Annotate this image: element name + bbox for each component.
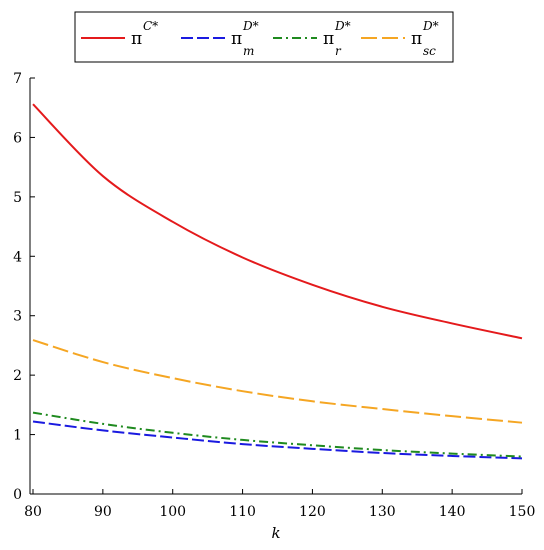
legend-symbol: π [323, 29, 334, 49]
series-line-3 [32, 339, 523, 424]
x-tick-label: 130 [369, 504, 396, 520]
y-tick-label: 7 [13, 71, 22, 87]
legend-item: πD* r [273, 19, 351, 58]
x-axis-label: k [271, 524, 280, 542]
y-tick-label: 0 [13, 487, 22, 503]
legend: πC*πD*mπD*rπD*sc [74, 11, 454, 63]
x-tick-label: 120 [299, 504, 326, 520]
y-tick-label: 4 [13, 249, 22, 265]
legend-superscript: D* [422, 19, 439, 33]
legend-subscript: r [335, 44, 342, 58]
series-line-2 [32, 411, 523, 458]
y-tick-label: 2 [13, 368, 22, 384]
y-tick-label: 3 [13, 309, 22, 325]
legend-symbol: π [131, 29, 142, 49]
legend-item: πC* [81, 19, 158, 49]
legend-superscript: C* [143, 19, 158, 33]
x-tick-label: 110 [229, 504, 256, 520]
series-line-1 [32, 420, 523, 460]
x-tick-label: 80 [24, 504, 42, 520]
y-tick-label: 1 [13, 428, 22, 444]
legend-superscript: D* [334, 19, 351, 33]
legend-symbol: π [411, 29, 422, 49]
legend-subscript: sc [423, 44, 436, 58]
y-tick-label: 6 [13, 130, 22, 146]
legend-symbol: π [231, 29, 242, 49]
plot-area: 0 1 2 3 4 5 6 7 80 90 100 110 120 130 140 150 [13, 71, 535, 520]
legend-superscript: D* [242, 19, 259, 33]
x-tick-label: 140 [439, 504, 466, 520]
legend-item: πD* m [181, 19, 259, 58]
legend-item: πD* sc [361, 19, 439, 58]
legend-subscript: m [243, 44, 254, 58]
x-tick-label: 150 [509, 504, 536, 520]
series-line-0 [32, 103, 523, 340]
x-tick-label: 100 [159, 504, 186, 520]
x-tick-label: 90 [94, 504, 112, 520]
y-tick-label: 5 [13, 190, 22, 206]
